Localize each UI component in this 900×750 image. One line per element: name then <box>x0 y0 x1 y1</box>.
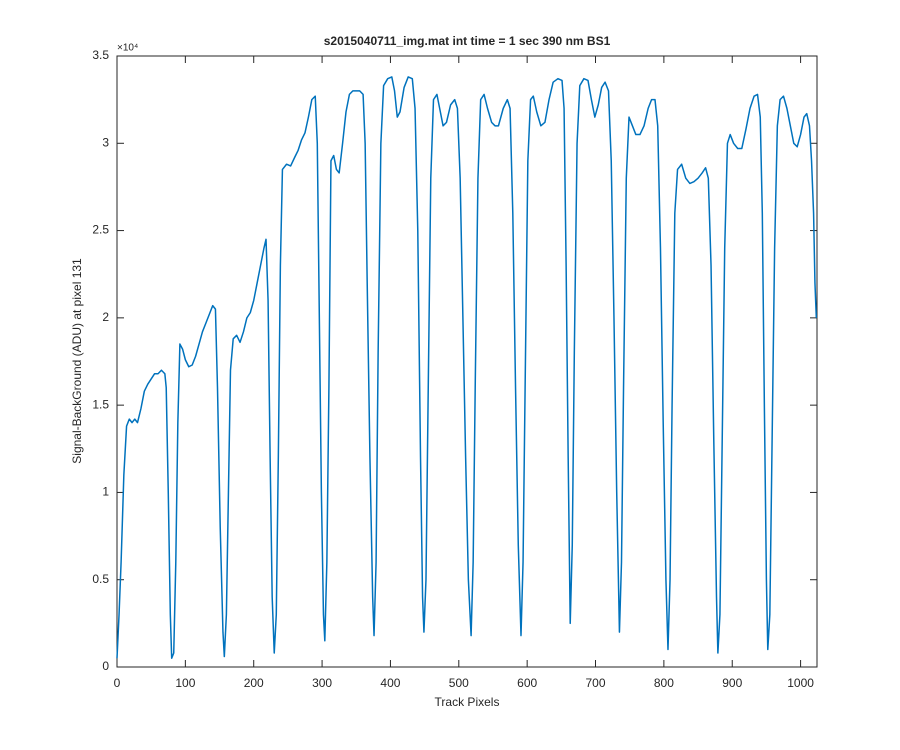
x-tick-label: 1000 <box>787 676 814 690</box>
x-tick-label: 500 <box>449 676 469 690</box>
y-tick-label: 2 <box>102 310 109 324</box>
y-exponent: ×10⁴ <box>117 43 138 54</box>
chart-title: s2015040711_img.mat int time = 1 sec 390… <box>324 34 611 48</box>
y-tick-label: 1 <box>102 485 109 499</box>
x-tick-label: 400 <box>380 676 400 690</box>
x-tick-label: 300 <box>312 676 332 690</box>
y-tick-label: 2.5 <box>92 223 109 237</box>
y-tick-label: 3.5 <box>92 48 109 62</box>
y-tick-label: 1.5 <box>92 397 109 411</box>
y-axis-label: Signal-BackGround (ADU) at pixel 131 <box>70 258 84 464</box>
x-tick-label: 200 <box>244 676 264 690</box>
x-tick-label: 100 <box>175 676 195 690</box>
x-tick-label: 0 <box>114 676 121 690</box>
x-tick-label: 900 <box>722 676 742 690</box>
plot-box <box>116 55 818 668</box>
x-axis-label: Track Pixels <box>435 695 500 709</box>
x-tick-label: 600 <box>517 676 537 690</box>
y-tick-label: 0.5 <box>92 572 109 586</box>
y-tick-label: 0 <box>102 659 109 673</box>
y-tick-label: 3 <box>102 135 109 149</box>
x-tick-label: 700 <box>586 676 606 690</box>
data-line <box>116 76 818 660</box>
x-tick-label: 800 <box>654 676 674 690</box>
